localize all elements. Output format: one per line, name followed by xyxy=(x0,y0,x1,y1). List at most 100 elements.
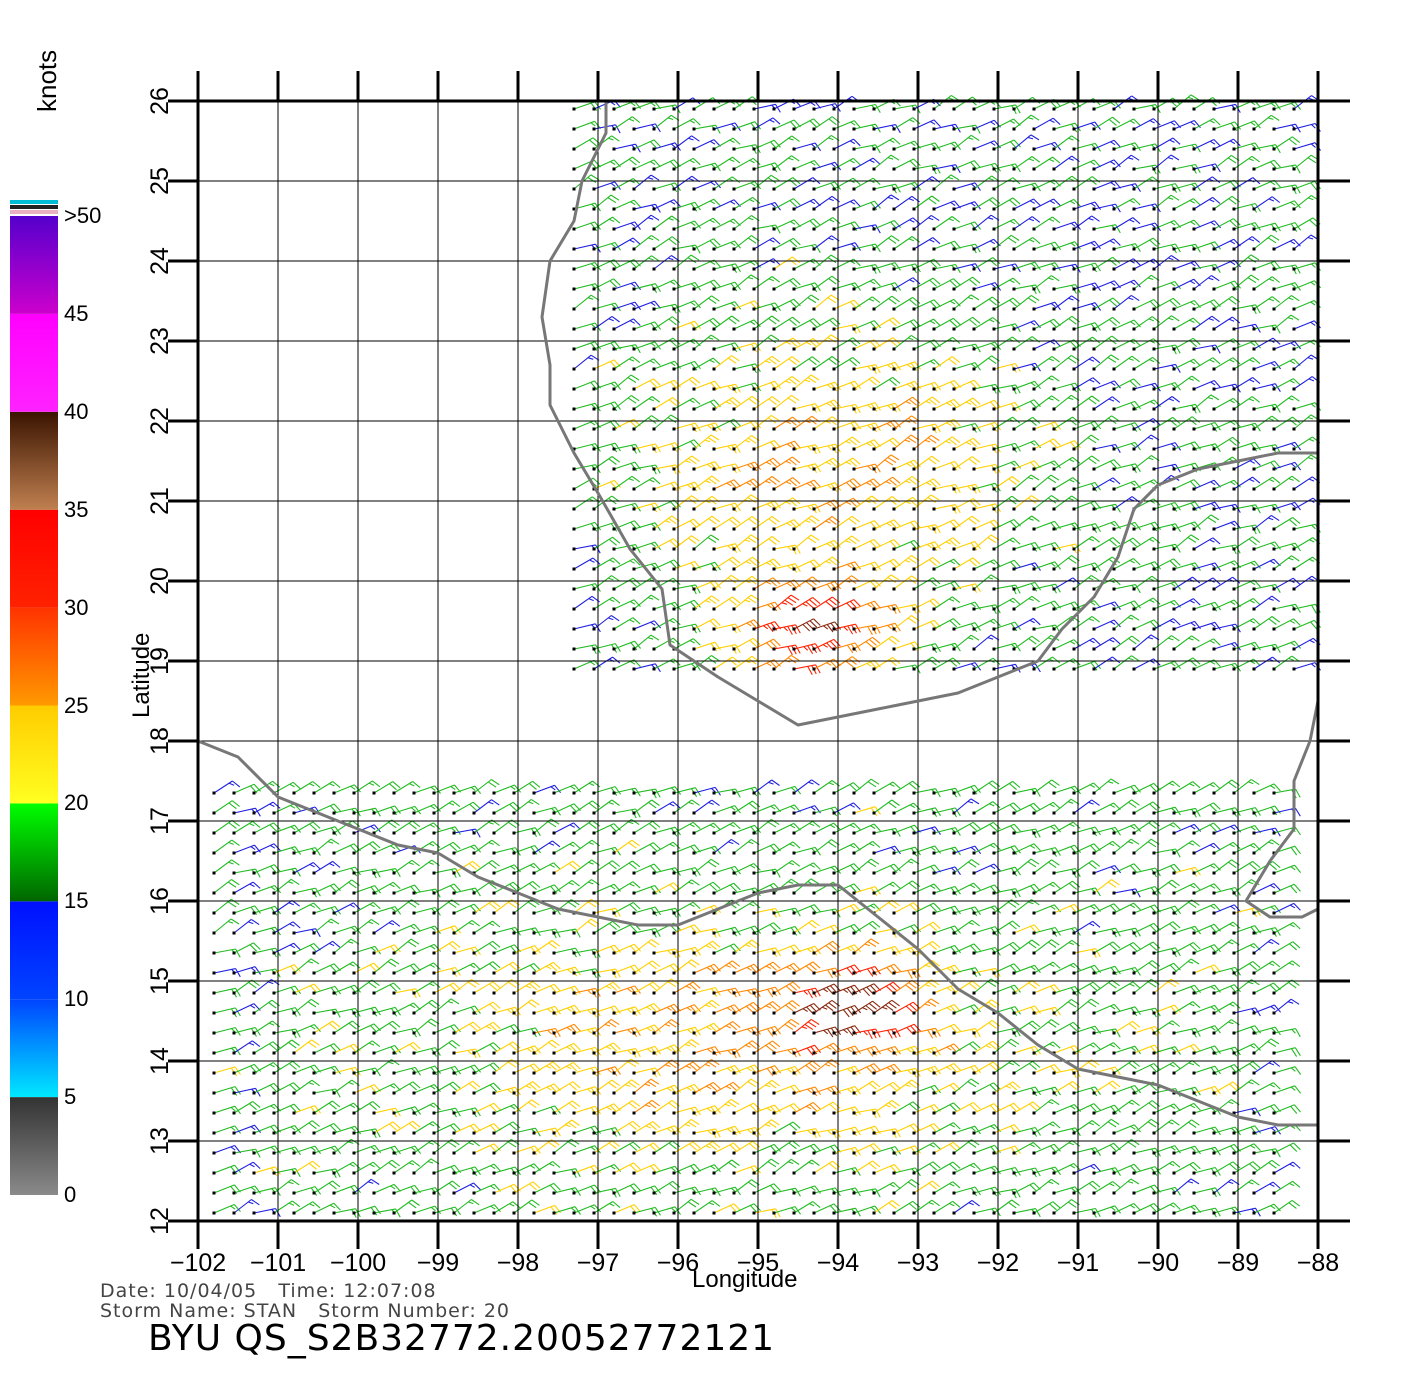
wind-barb xyxy=(613,1079,640,1094)
wind-barb xyxy=(273,1060,301,1074)
wind-station-dot xyxy=(352,831,356,835)
wind-station-dot xyxy=(652,1091,656,1095)
wind-station-dot xyxy=(812,507,816,511)
x-axis-title: Longitude xyxy=(692,1266,798,1293)
wind-station-dot xyxy=(1012,851,1016,855)
wind-station-dot xyxy=(992,447,996,451)
wind-barb xyxy=(813,1042,841,1054)
wind-station-dot xyxy=(392,1191,396,1195)
wind-station-dot xyxy=(432,1171,436,1175)
wind-station-dot xyxy=(1232,267,1236,271)
wind-barb xyxy=(873,845,901,855)
wind-station-dot xyxy=(952,1011,956,1015)
wind-barb xyxy=(953,456,981,470)
wind-barb xyxy=(273,878,300,894)
wind-station-dot xyxy=(472,831,476,835)
wind-station-dot xyxy=(672,487,676,491)
wind-station-dot xyxy=(832,227,836,231)
wind-barb xyxy=(1213,1161,1241,1174)
wind-barb xyxy=(873,262,901,271)
wind-barb xyxy=(653,1125,682,1135)
wind-station-dot xyxy=(552,1011,556,1015)
wind-station-dot xyxy=(752,851,756,855)
wind-barb xyxy=(1293,637,1321,650)
wind-station-dot xyxy=(972,127,976,131)
wind-barb xyxy=(933,460,961,471)
wind-station-dot xyxy=(632,127,636,131)
wind-station-dot xyxy=(1132,347,1136,351)
wind-barb xyxy=(1053,543,1081,554)
wind-station-dot xyxy=(812,447,816,451)
wind-station-dot xyxy=(1092,467,1096,471)
wind-station-dot xyxy=(1152,871,1156,875)
wind-barb xyxy=(713,137,741,150)
wind-barb xyxy=(273,1179,300,1194)
wind-barb xyxy=(793,904,821,914)
wind-station-dot xyxy=(1052,507,1056,511)
wind-barb xyxy=(693,1081,721,1094)
wind-station-dot xyxy=(872,407,876,411)
wind-barb xyxy=(673,1083,702,1094)
wind-barb xyxy=(913,1161,941,1174)
wind-barb xyxy=(973,1040,1001,1054)
wind-barb xyxy=(633,981,661,994)
wind-barb xyxy=(633,341,662,350)
wind-barb xyxy=(793,1060,821,1074)
wind-station-dot xyxy=(732,407,736,411)
wind-barb xyxy=(873,454,900,470)
wind-barb xyxy=(333,1208,361,1218)
wind-station-dot xyxy=(892,187,896,191)
wind-station-dot xyxy=(692,791,696,795)
wind-barb xyxy=(733,534,760,550)
wind-station-dot xyxy=(972,1091,976,1095)
wind-station-dot xyxy=(1252,1071,1256,1075)
wind-station-dot xyxy=(672,1131,676,1135)
wind-station-dot xyxy=(1232,871,1236,875)
wind-station-dot xyxy=(412,1031,416,1035)
wind-station-dot xyxy=(1192,107,1196,111)
wind-station-dot xyxy=(352,931,356,935)
wind-station-dot xyxy=(872,647,876,651)
wind-station-dot xyxy=(612,267,616,271)
wind-barb xyxy=(293,1079,320,1094)
wind-station-dot xyxy=(1252,971,1256,975)
wind-station-dot xyxy=(952,1131,956,1135)
wind-station-dot xyxy=(772,971,776,975)
wind-barb xyxy=(733,395,760,410)
wind-barb xyxy=(473,1102,501,1114)
wind-station-dot xyxy=(812,951,816,955)
colorbar-cap-stripe xyxy=(10,205,58,209)
wind-station-dot xyxy=(692,1191,696,1195)
wind-station-dot xyxy=(952,207,956,211)
wind-station-dot xyxy=(512,951,516,955)
wind-barb xyxy=(373,1020,401,1034)
wind-station-dot xyxy=(432,1111,436,1115)
wind-barb xyxy=(753,237,781,250)
wind-station-dot xyxy=(712,427,716,431)
wind-barb xyxy=(1173,899,1200,914)
wind-station-dot xyxy=(1212,971,1216,975)
wind-station-dot xyxy=(1232,507,1236,511)
wind-station-dot xyxy=(1012,1191,1016,1195)
wind-barb xyxy=(533,1105,561,1116)
wind-barb xyxy=(1233,458,1261,470)
wind-barb xyxy=(813,399,841,410)
wind-barb xyxy=(573,174,600,190)
wind-station-dot xyxy=(652,327,656,331)
wind-barb xyxy=(1113,1060,1141,1074)
wind-barb xyxy=(953,134,980,150)
wind-barb xyxy=(1113,1124,1141,1134)
wind-station-dot xyxy=(592,587,596,591)
wind-barb xyxy=(933,866,961,876)
wind-station-dot xyxy=(772,327,776,331)
wind-station-dot xyxy=(692,871,696,875)
wind-station-dot xyxy=(1212,167,1216,171)
wind-station-dot xyxy=(1232,1151,1236,1155)
wind-barb xyxy=(293,1023,321,1034)
wind-barb xyxy=(1233,1125,1262,1135)
wind-barb xyxy=(1113,463,1141,474)
wind-station-dot xyxy=(672,307,676,311)
wind-barb xyxy=(413,1121,441,1134)
wind-barb xyxy=(573,521,602,532)
